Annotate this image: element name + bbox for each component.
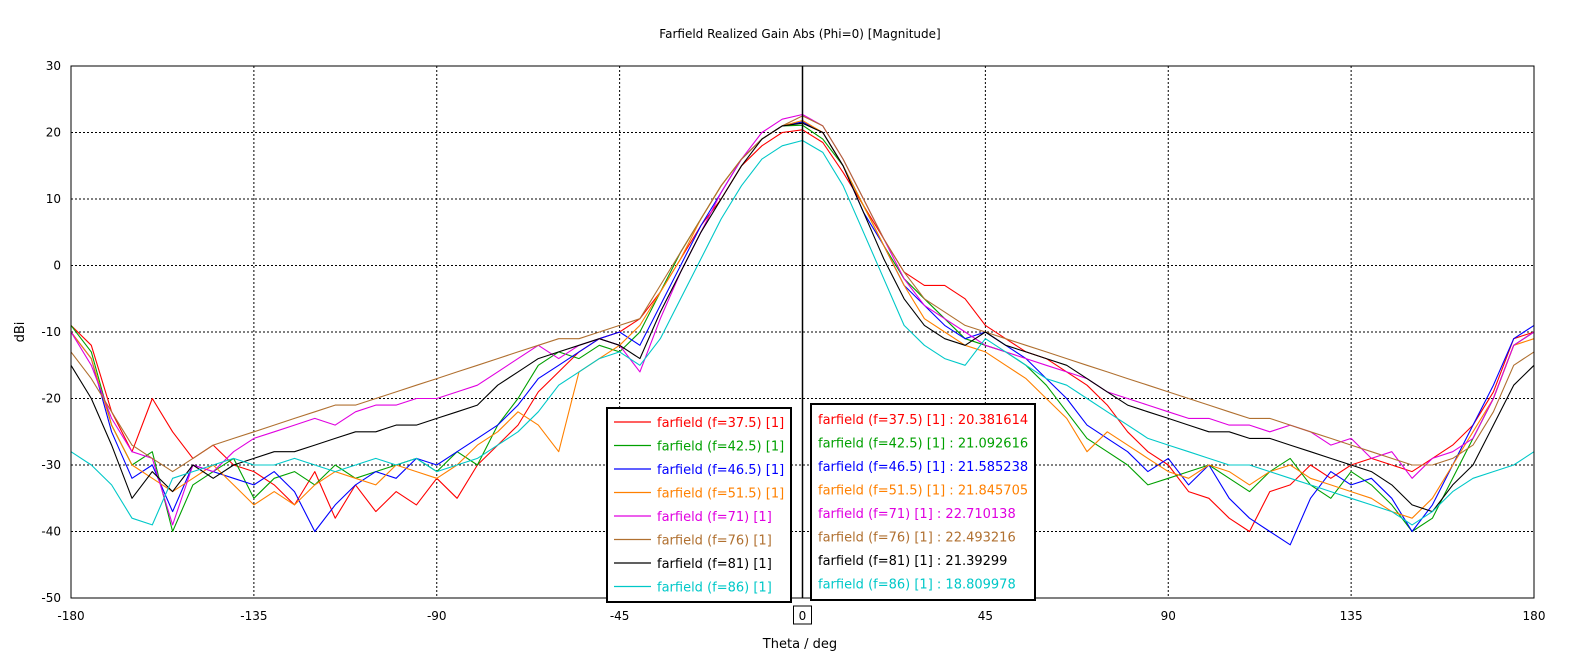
x-tick-label: 90 [1161, 609, 1176, 623]
marker-value-entry: farfield (f=71) [1] : 22.710138 [818, 507, 1016, 522]
marker-value-entry: farfield (f=76) [1] : 22.493216 [818, 531, 1016, 546]
legend-series: farfield (f=37.5) [1] farfield (f=42.5) [… [606, 407, 792, 603]
x-tick-label: 45 [978, 609, 993, 623]
x-axis-label: Theta / deg [762, 637, 837, 652]
x-tick-label: -45 [610, 609, 630, 623]
marker-value-entry: farfield (f=42.5) [1] : 21.092616 [818, 437, 1028, 452]
y-tick-label: -50 [41, 591, 61, 605]
marker-value-entry: farfield (f=37.5) [1] : 20.381614 [818, 413, 1028, 428]
x-tick-label: -90 [427, 609, 447, 623]
x-tick-label: -135 [240, 609, 267, 623]
legend-entry: farfield (f=37.5) [1] [657, 416, 784, 431]
marker-value-box [810, 403, 1036, 601]
y-tick-label: -40 [41, 525, 61, 539]
x-tick-label: 180 [1523, 609, 1546, 623]
legend-box [606, 407, 792, 603]
legend-entry: farfield (f=42.5) [1] [657, 440, 784, 455]
x-tick-labels: -180 -135 -90 -45 0 45 90 135 180 [57, 605, 1546, 625]
marker-value-entry: farfield (f=86) [1] : 18.809978 [818, 578, 1016, 593]
legend-entry: farfield (f=81) [1] [657, 557, 772, 572]
legend-entry: farfield (f=51.5) [1] [657, 487, 784, 502]
marker-value-entry: farfield (f=81) [1] : 21.39299 [818, 554, 1007, 569]
x-tick-label: 135 [1340, 609, 1363, 623]
y-tick-labels: -50 -40 -30 -20 -10 0 10 20 30 [41, 59, 61, 605]
y-tick-label: 10 [46, 192, 61, 206]
marker-value-entry: farfield (f=46.5) [1] : 21.585238 [818, 460, 1028, 475]
legend-marker-values: farfield (f=37.5) [1] : 20.381614 farfiel… [810, 403, 1036, 601]
y-axis-label: dBi [13, 322, 28, 343]
x-tick-marker-box [793, 605, 812, 625]
y-tick-label: 0 [53, 259, 61, 273]
legend-entry: farfield (f=46.5) [1] [657, 463, 784, 478]
plot-frame [70, 65, 1535, 599]
marker-value-entry: farfield (f=51.5) [1] : 21.845705 [818, 484, 1028, 499]
y-tick-label: -10 [41, 325, 61, 339]
x-tick-label: 0 [799, 609, 807, 623]
x-tick-label: -180 [57, 609, 84, 623]
legend-entry: farfield (f=71) [1] [657, 510, 772, 525]
y-tick-label: 20 [46, 126, 61, 140]
y-tick-label: 30 [46, 59, 61, 73]
y-tick-label: -30 [41, 458, 61, 472]
legend-entry: farfield (f=86) [1] [657, 581, 772, 596]
y-tick-label: -20 [41, 392, 61, 406]
chart-title: Farfield Realized Gain Abs (Phi=0) [Magn… [659, 27, 940, 41]
legend-entry: farfield (f=76) [1] [657, 534, 772, 549]
